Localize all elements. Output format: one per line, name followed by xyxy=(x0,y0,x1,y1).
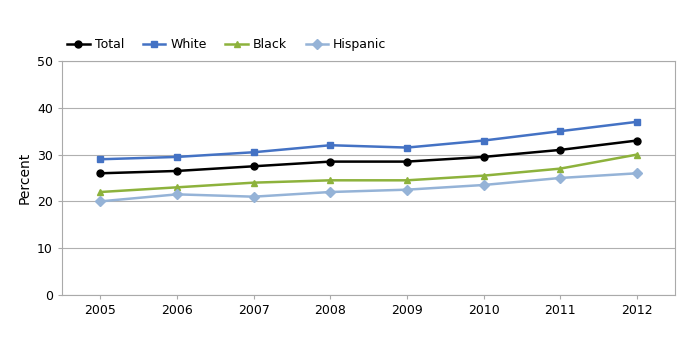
White xyxy=(96,157,105,161)
Total xyxy=(403,160,411,164)
White xyxy=(249,150,258,154)
White xyxy=(633,120,641,124)
Line: Hispanic: Hispanic xyxy=(97,170,640,205)
Hispanic xyxy=(403,188,411,192)
Black xyxy=(173,185,181,190)
Black xyxy=(96,190,105,194)
Total xyxy=(326,160,334,164)
White xyxy=(480,139,488,143)
Hispanic xyxy=(480,183,488,187)
Black xyxy=(633,153,641,157)
Total xyxy=(633,139,641,143)
Black xyxy=(249,181,258,185)
Line: Black: Black xyxy=(97,151,640,196)
Hispanic xyxy=(556,176,564,180)
Hispanic xyxy=(96,199,105,203)
Total xyxy=(556,148,564,152)
Black xyxy=(403,178,411,182)
Line: Total: Total xyxy=(97,137,640,177)
Line: White: White xyxy=(97,118,640,163)
White xyxy=(326,143,334,147)
Total xyxy=(480,155,488,159)
Hispanic xyxy=(633,171,641,175)
White xyxy=(403,145,411,149)
Legend: Total, White, Black, Hispanic: Total, White, Black, Hispanic xyxy=(62,33,391,56)
White xyxy=(556,129,564,133)
Total xyxy=(96,171,105,175)
Hispanic xyxy=(249,195,258,199)
Hispanic xyxy=(173,192,181,196)
Hispanic xyxy=(326,190,334,194)
Black xyxy=(326,178,334,182)
Y-axis label: Percent: Percent xyxy=(17,152,32,204)
Black xyxy=(556,166,564,171)
Total xyxy=(249,164,258,168)
Total xyxy=(173,169,181,173)
White xyxy=(173,155,181,159)
Black xyxy=(480,174,488,178)
